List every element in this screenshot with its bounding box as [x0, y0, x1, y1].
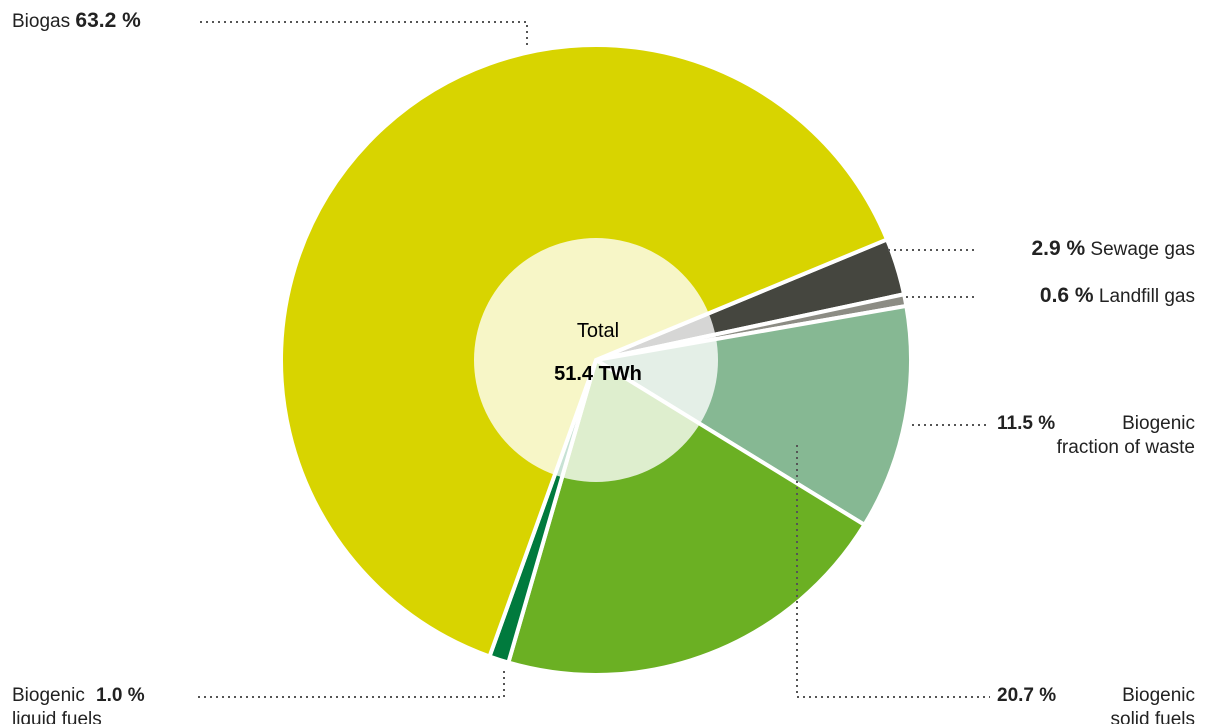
- leader: [200, 21, 528, 46]
- label: Biogas 63.2 %: [12, 9, 141, 34]
- center-value: 51.4 TWh: [554, 363, 642, 385]
- label: 0.6 % Landfill gas: [1040, 284, 1195, 309]
- value-label: 63.2 %: [75, 9, 141, 32]
- leader: [198, 668, 505, 698]
- value-label: 11.5 %: [997, 413, 1056, 434]
- label: Biogenic solid fuels: [1111, 684, 1196, 724]
- value-label: 1.0 %: [96, 685, 145, 706]
- category-label: Biogenic fraction of waste: [1056, 413, 1195, 458]
- category-label: Biogenic solid fuels: [1110, 685, 1196, 724]
- center-disc: [474, 238, 718, 482]
- category-label: Landfill gas: [1098, 286, 1195, 307]
- value-label: 20.7 %: [997, 685, 1057, 706]
- leaders: [198, 21, 990, 698]
- leader: [796, 445, 990, 698]
- value-label: 0.6 %: [1039, 284, 1094, 307]
- category-label: Biogas: [12, 11, 71, 32]
- value-label: 2.9 %: [1031, 237, 1086, 260]
- category-label: Biogenic liquid fuels: [12, 685, 102, 724]
- label: Biogenic fraction of waste: [1057, 412, 1195, 460]
- center-title: Total: [577, 320, 619, 342]
- label: Biogenic liquid fuels: [12, 684, 102, 724]
- category-label: Sewage gas: [1090, 239, 1195, 260]
- label: 2.9 % Sewage gas: [1031, 237, 1195, 262]
